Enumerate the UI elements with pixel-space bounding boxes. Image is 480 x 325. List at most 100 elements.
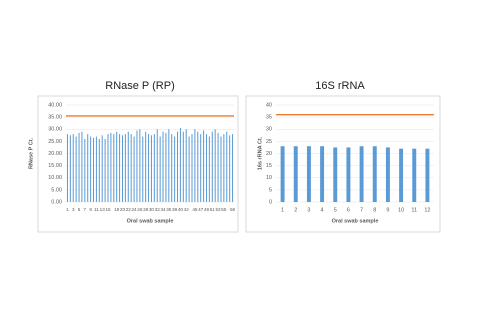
y-tick-label: 5 <box>269 187 272 193</box>
y-tick-label: 30.00 <box>48 127 62 133</box>
bar <box>188 136 190 202</box>
bar <box>425 148 430 202</box>
bar <box>412 148 417 202</box>
bar <box>232 134 234 202</box>
bar <box>145 131 147 202</box>
bar <box>179 128 181 202</box>
y-axis-title: RNase P Ct. <box>28 137 34 169</box>
bar <box>211 131 213 202</box>
x-tick-label: 40 <box>178 207 184 212</box>
x-tick-label: 32 <box>155 207 161 212</box>
x-tick-label: 20 <box>120 207 126 212</box>
bar <box>159 136 161 202</box>
bar <box>333 147 338 202</box>
y-tick-label: 20.00 <box>48 151 62 157</box>
bar <box>208 136 210 202</box>
bar <box>142 136 144 202</box>
x-tick-label: 34 <box>160 207 166 212</box>
x-axis-title: Oral swab sample <box>127 218 174 224</box>
bar <box>69 135 71 202</box>
chart-frame <box>37 95 239 233</box>
x-tick-label: 36 <box>166 207 172 212</box>
bar <box>162 131 164 202</box>
y-tick-label: 0.00 <box>51 199 62 205</box>
x-tick-label: 1 <box>66 207 69 212</box>
x-tick-label: 2 <box>294 207 297 213</box>
y-tick-label: 35 <box>266 115 272 121</box>
x-tick-label: 3 <box>72 207 75 212</box>
x-tick-label: 51 <box>210 207 216 212</box>
bar <box>229 135 231 202</box>
y-tick-label: 20 <box>266 151 272 157</box>
y-tick-label: 10 <box>266 175 272 181</box>
y-tick-label: 0 <box>269 199 272 205</box>
bar <box>107 134 109 202</box>
x-tick-label: 10 <box>398 207 404 213</box>
y-tick-label: 30 <box>266 127 272 133</box>
x-tick-label: 12 <box>424 207 430 213</box>
bar <box>194 129 196 202</box>
chart-title: RNase P (RP) <box>105 80 174 92</box>
bar <box>87 134 89 202</box>
bar <box>226 131 228 202</box>
bar <box>214 129 216 202</box>
y-axis-title: 16s rRNA Ct. <box>257 136 263 170</box>
bar <box>127 131 129 202</box>
bar <box>185 129 187 202</box>
bar <box>119 134 121 202</box>
bar <box>156 129 158 202</box>
x-tick-label: 53 <box>216 207 222 212</box>
bar <box>110 132 112 202</box>
x-tick-label: 11 <box>94 207 99 212</box>
x-tick-label: 6 <box>347 207 350 213</box>
bar <box>84 138 86 202</box>
y-tick-label: 15 <box>266 163 272 169</box>
bar <box>116 131 118 202</box>
bar <box>177 131 179 202</box>
y-tick-label: 5.00 <box>51 187 62 193</box>
x-axis-title: Oral swab sample <box>332 218 379 224</box>
bar <box>75 136 77 202</box>
bar <box>223 134 225 202</box>
bar <box>101 135 103 202</box>
bar <box>306 146 311 202</box>
bar <box>280 146 285 202</box>
bar <box>148 134 150 202</box>
y-tick-label: 40.00 <box>48 102 62 108</box>
chart-frame <box>245 95 441 233</box>
bar <box>399 148 404 202</box>
bar <box>124 134 126 202</box>
bar <box>293 146 298 202</box>
bar <box>150 135 152 202</box>
y-tick-label: 35.00 <box>48 115 62 121</box>
bar <box>93 137 95 202</box>
bar <box>136 130 138 202</box>
bar <box>98 138 100 202</box>
bar <box>205 134 207 202</box>
x-tick-label: 7 <box>84 207 87 212</box>
x-tick-label: 45 <box>192 207 198 212</box>
y-tick-label: 15.00 <box>48 163 62 169</box>
x-tick-label: 7 <box>360 207 363 213</box>
bar <box>130 134 132 202</box>
bar <box>203 130 205 202</box>
y-tick-label: 25 <box>266 139 272 145</box>
bar <box>72 134 74 202</box>
bar <box>139 129 141 202</box>
x-tick-label: 49 <box>204 207 210 212</box>
x-tick-label: 11 <box>411 207 417 213</box>
y-tick-label: 10.00 <box>48 175 62 181</box>
x-tick-label: 8 <box>373 207 376 213</box>
bar <box>78 132 80 202</box>
bar <box>168 129 170 202</box>
x-tick-label: 55 <box>221 207 227 212</box>
bar <box>133 136 135 202</box>
bar <box>359 146 364 202</box>
x-tick-label: 5 <box>334 207 337 213</box>
x-tick-label: 9 <box>89 207 92 212</box>
bar <box>372 146 377 202</box>
x-tick-label: 18 <box>114 207 120 212</box>
x-tick-label: 42 <box>184 207 190 212</box>
bar <box>95 136 97 202</box>
